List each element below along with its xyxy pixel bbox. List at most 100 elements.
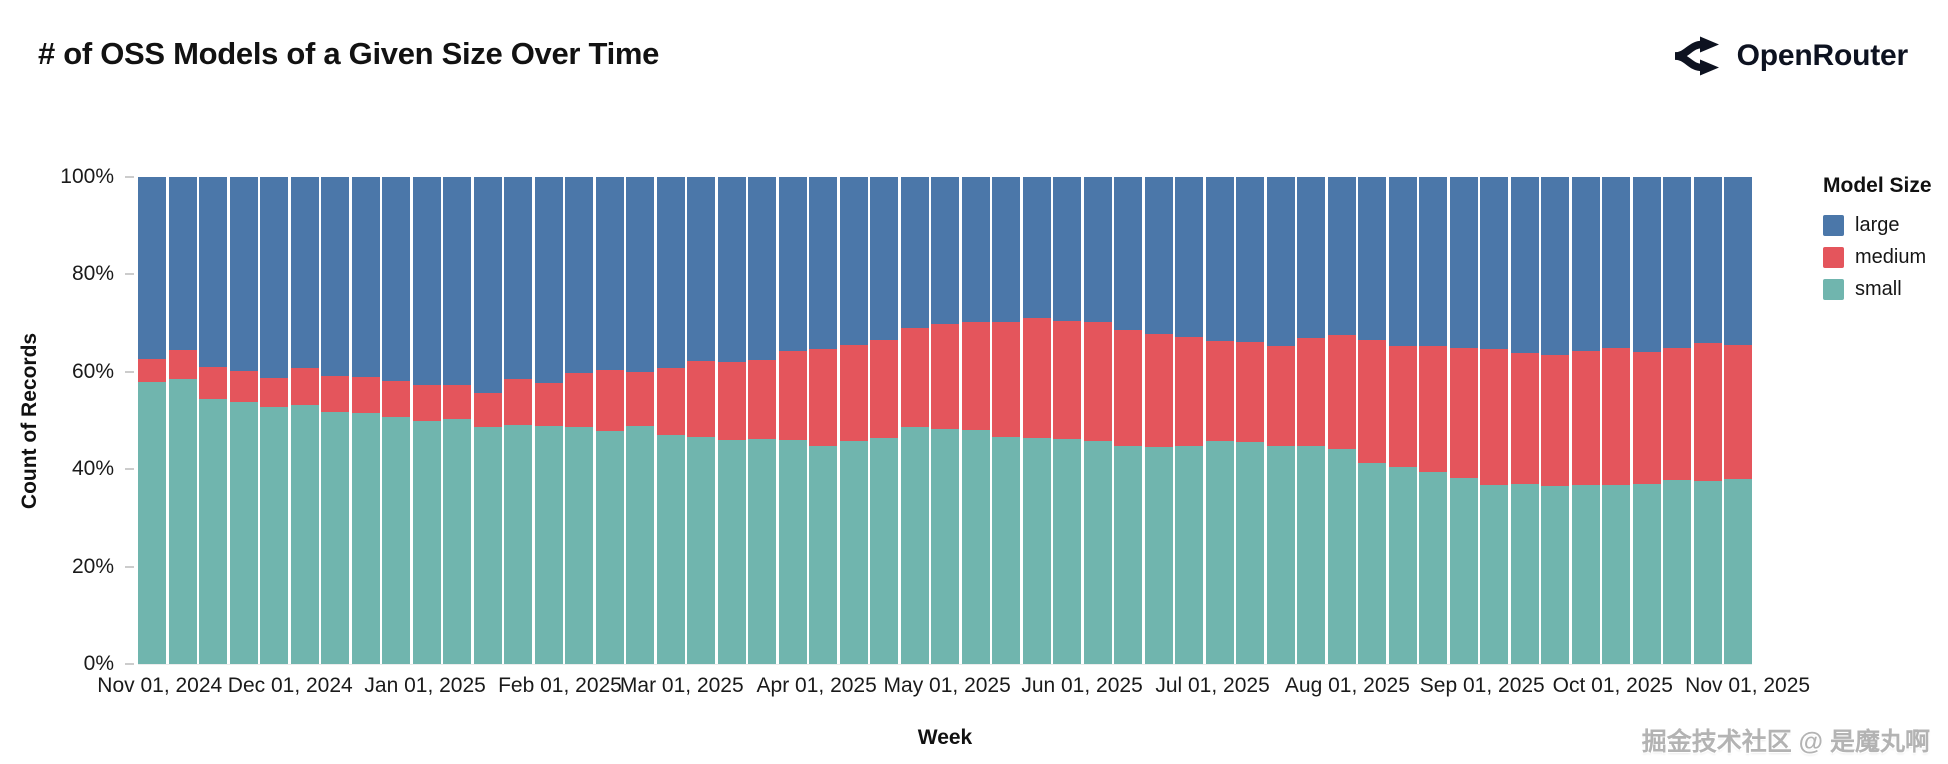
- segment-large[interactable]: [199, 177, 227, 367]
- segment-small[interactable]: [1327, 448, 1356, 664]
- segment-small[interactable]: [1388, 467, 1417, 664]
- segment-large[interactable]: [1358, 177, 1386, 341]
- segment-large[interactable]: [1266, 177, 1295, 346]
- segment-medium[interactable]: [412, 384, 441, 421]
- segment-medium[interactable]: [534, 382, 563, 427]
- segment-medium[interactable]: [809, 349, 837, 447]
- segment-small[interactable]: [748, 438, 776, 664]
- segment-large[interactable]: [534, 177, 563, 383]
- segment-small[interactable]: [900, 427, 929, 664]
- segment-medium[interactable]: [199, 366, 227, 400]
- segment-large[interactable]: [1327, 177, 1356, 336]
- segment-small[interactable]: [1693, 480, 1722, 664]
- segment-large[interactable]: [1632, 177, 1661, 352]
- segment-medium[interactable]: [1693, 342, 1722, 481]
- segment-small[interactable]: [290, 405, 319, 664]
- segment-medium[interactable]: [992, 321, 1020, 438]
- segment-medium[interactable]: [839, 345, 868, 442]
- segment-medium[interactable]: [1144, 333, 1173, 448]
- segment-medium[interactable]: [626, 371, 654, 427]
- segment-large[interactable]: [1388, 177, 1417, 346]
- segment-medium[interactable]: [504, 379, 532, 425]
- segment-large[interactable]: [809, 177, 837, 350]
- segment-medium[interactable]: [1205, 341, 1234, 441]
- segment-medium[interactable]: [1175, 337, 1203, 446]
- segment-large[interactable]: [290, 177, 319, 368]
- segment-small[interactable]: [1266, 445, 1295, 664]
- segment-large[interactable]: [687, 177, 715, 362]
- segment-small[interactable]: [504, 424, 532, 664]
- segment-large[interactable]: [656, 177, 685, 369]
- segment-small[interactable]: [351, 413, 380, 664]
- segment-small[interactable]: [1724, 479, 1752, 664]
- segment-large[interactable]: [321, 177, 349, 376]
- segment-large[interactable]: [992, 177, 1020, 322]
- segment-large[interactable]: [1449, 177, 1478, 348]
- segment-small[interactable]: [717, 439, 746, 664]
- segment-large[interactable]: [504, 177, 532, 380]
- segment-small[interactable]: [1419, 472, 1447, 664]
- segment-large[interactable]: [626, 177, 654, 372]
- segment-large[interactable]: [778, 177, 807, 352]
- segment-small[interactable]: [1449, 477, 1478, 664]
- segment-medium[interactable]: [1541, 355, 1569, 487]
- segment-small[interactable]: [473, 426, 502, 664]
- segment-medium[interactable]: [900, 327, 929, 428]
- segment-small[interactable]: [1114, 446, 1142, 664]
- segment-medium[interactable]: [1571, 351, 1600, 486]
- segment-small[interactable]: [412, 421, 441, 664]
- segment-large[interactable]: [900, 177, 929, 328]
- segment-medium[interactable]: [382, 380, 410, 418]
- segment-small[interactable]: [1175, 445, 1203, 664]
- segment-small[interactable]: [1510, 483, 1539, 664]
- segment-medium[interactable]: [748, 360, 776, 439]
- segment-large[interactable]: [443, 177, 471, 385]
- segment-small[interactable]: [199, 399, 227, 664]
- segment-large[interactable]: [1175, 177, 1203, 338]
- segment-small[interactable]: [809, 446, 837, 664]
- segment-medium[interactable]: [1114, 329, 1142, 447]
- segment-medium[interactable]: [229, 370, 258, 402]
- segment-small[interactable]: [656, 434, 685, 664]
- segment-large[interactable]: [1480, 177, 1508, 349]
- segment-medium[interactable]: [1297, 338, 1325, 447]
- segment-large[interactable]: [565, 177, 593, 374]
- segment-medium[interactable]: [687, 361, 715, 437]
- segment-small[interactable]: [992, 437, 1020, 664]
- segment-medium[interactable]: [1632, 351, 1661, 484]
- segment-large[interactable]: [717, 177, 746, 363]
- segment-medium[interactable]: [595, 370, 624, 432]
- segment-medium[interactable]: [1022, 318, 1051, 439]
- segment-medium[interactable]: [1449, 347, 1478, 478]
- segment-medium[interactable]: [870, 340, 898, 438]
- segment-medium[interactable]: [1388, 345, 1417, 468]
- segment-large[interactable]: [1083, 177, 1112, 323]
- segment-large[interactable]: [168, 177, 197, 351]
- segment-small[interactable]: [1297, 446, 1325, 664]
- segment-large[interactable]: [1114, 177, 1142, 330]
- segment-small[interactable]: [534, 426, 563, 664]
- segment-large[interactable]: [1541, 177, 1569, 356]
- segment-large[interactable]: [1297, 177, 1325, 339]
- segment-large[interactable]: [1510, 177, 1539, 353]
- segment-medium[interactable]: [443, 384, 471, 420]
- segment-small[interactable]: [138, 381, 166, 664]
- segment-small[interactable]: [687, 436, 715, 664]
- segment-large[interactable]: [748, 177, 776, 361]
- segment-small[interactable]: [1480, 485, 1508, 664]
- segment-large[interactable]: [839, 177, 868, 346]
- segment-small[interactable]: [626, 426, 654, 664]
- segment-medium[interactable]: [1236, 341, 1264, 442]
- segment-large[interactable]: [1693, 177, 1722, 343]
- segment-medium[interactable]: [1266, 345, 1295, 446]
- segment-medium[interactable]: [1083, 322, 1112, 442]
- segment-large[interactable]: [1236, 177, 1264, 342]
- segment-small[interactable]: [443, 419, 471, 664]
- segment-medium[interactable]: [717, 362, 746, 440]
- segment-small[interactable]: [1571, 485, 1600, 664]
- segment-small[interactable]: [1541, 486, 1569, 664]
- segment-medium[interactable]: [290, 367, 319, 406]
- segment-large[interactable]: [138, 177, 166, 359]
- segment-small[interactable]: [595, 431, 624, 664]
- segment-small[interactable]: [1632, 483, 1661, 664]
